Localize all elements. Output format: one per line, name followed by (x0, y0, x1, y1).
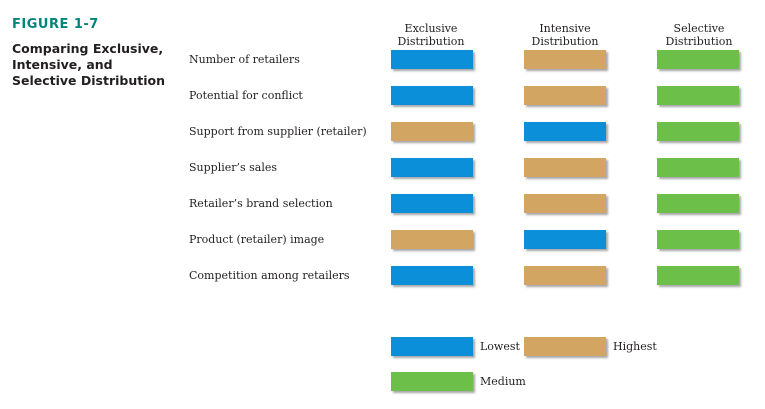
row-label: Number of retailers (189, 53, 300, 66)
bar-highest (391, 230, 473, 249)
figure-title: Comparing Exclusive, Intensive, and Sele… (12, 41, 166, 88)
column-header-line: Distribution (397, 35, 465, 48)
column-header-line: Intensive (539, 22, 591, 35)
bar-highest (524, 86, 606, 105)
bar-lowest (524, 122, 606, 141)
legend-swatch-lowest (391, 337, 473, 356)
bar-highest (524, 266, 606, 285)
bar-lowest (391, 86, 473, 105)
bar-medium (657, 86, 739, 105)
legend-label-lowest: Lowest (480, 340, 520, 353)
bar-highest (391, 122, 473, 141)
bar-medium (657, 158, 739, 177)
bar-highest (524, 158, 606, 177)
column-header-line: Selective (673, 22, 725, 35)
legend-label-medium: Medium (480, 375, 526, 388)
bar-medium (657, 50, 739, 69)
column-header-line: Distribution (665, 35, 733, 48)
column-header-line: Distribution (531, 35, 599, 48)
column-header-selective: Selective Distribution (639, 22, 759, 48)
column-header-intensive: Intensive Distribution (505, 22, 625, 48)
bar-lowest (391, 50, 473, 69)
column-header-line: Exclusive (404, 22, 458, 35)
bar-medium (657, 122, 739, 141)
row-label: Product (retailer) image (189, 233, 325, 246)
bar-lowest (391, 266, 473, 285)
row-label: Potential for conflict (189, 89, 303, 102)
row-label: Support from supplier (retailer) (189, 125, 367, 138)
bar-lowest (524, 230, 606, 249)
legend-label-highest: Highest (613, 340, 657, 353)
row-label: Competition among retailers (189, 269, 350, 282)
legend-swatch-highest (524, 337, 606, 356)
legend-swatch-medium (391, 372, 473, 391)
bar-medium (657, 266, 739, 285)
row-label: Supplier’s sales (189, 161, 278, 174)
bar-medium (657, 194, 739, 213)
bar-highest (524, 194, 606, 213)
bar-lowest (391, 158, 473, 177)
column-header-exclusive: Exclusive Distribution (371, 22, 491, 48)
bar-medium (657, 230, 739, 249)
bar-highest (524, 50, 606, 69)
row-label: Retailer’s brand selection (189, 197, 333, 210)
bar-lowest (391, 194, 473, 213)
figure-label: FIGURE 1-7 (12, 17, 99, 32)
